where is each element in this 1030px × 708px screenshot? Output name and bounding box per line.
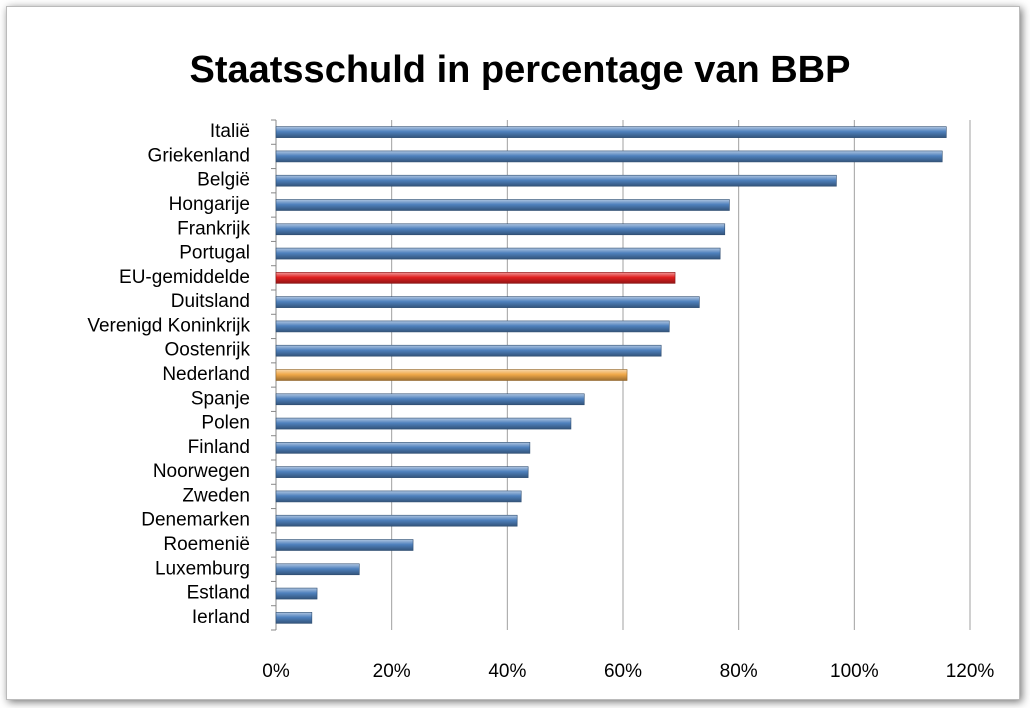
y-tick-label: Hongarije <box>169 194 250 215</box>
bar <box>275 563 360 576</box>
y-tick-label: Frankrijk <box>177 218 250 239</box>
y-tick-label: Roemenië <box>163 534 250 555</box>
bar <box>275 466 529 478</box>
bar <box>275 174 837 187</box>
x-tick-label: 120% <box>946 661 995 682</box>
y-tick-label: Zweden <box>182 485 250 506</box>
bar <box>275 442 531 454</box>
x-tick-label: 40% <box>488 661 526 682</box>
y-tick-label: Nederland <box>162 364 250 385</box>
x-tick-label: 0% <box>262 661 290 682</box>
y-tick-label: Italië <box>210 121 250 142</box>
bar <box>275 296 700 308</box>
bar <box>275 490 522 503</box>
x-tick-label: 20% <box>373 661 411 682</box>
bar <box>275 150 943 163</box>
y-tick-label: Portugal <box>179 243 250 264</box>
y-tick-label: EU-gemiddelde <box>119 267 250 288</box>
bar <box>275 126 947 138</box>
y-tick-label: Duitsland <box>171 291 250 312</box>
y-tick-label: Polen <box>201 413 250 434</box>
bar <box>275 223 726 236</box>
y-tick-label: Denemarken <box>141 510 250 531</box>
y-tick-label: Finland <box>188 437 250 458</box>
y-tick-label: Griekenland <box>148 145 250 166</box>
x-tick-label: 80% <box>720 661 758 682</box>
bar <box>275 247 721 260</box>
x-tick-label: 60% <box>604 661 642 682</box>
bar <box>275 199 730 211</box>
bar <box>275 369 628 381</box>
bar <box>275 514 518 527</box>
y-tick-label: Verenigd Koninkrijk <box>87 315 250 336</box>
y-tick-label: Noorwegen <box>153 461 250 482</box>
bar <box>275 539 414 551</box>
bar <box>275 612 313 624</box>
x-tick-label: 100% <box>830 661 879 682</box>
y-tick-label: Spanje <box>191 388 250 409</box>
bar <box>275 393 585 406</box>
y-tick-label: Ierland <box>192 607 250 628</box>
chart-title: Staatsschuld in percentage van BBP <box>190 49 851 91</box>
bar <box>275 320 670 333</box>
y-tick-label: Estland <box>187 583 250 604</box>
bar <box>275 587 318 600</box>
y-tick-label: Luxemburg <box>155 558 250 579</box>
bar <box>275 272 676 284</box>
y-tick-label: Oostenrijk <box>164 340 250 361</box>
y-tick-label: België <box>197 170 250 191</box>
bar <box>275 417 572 430</box>
bar <box>275 344 662 357</box>
